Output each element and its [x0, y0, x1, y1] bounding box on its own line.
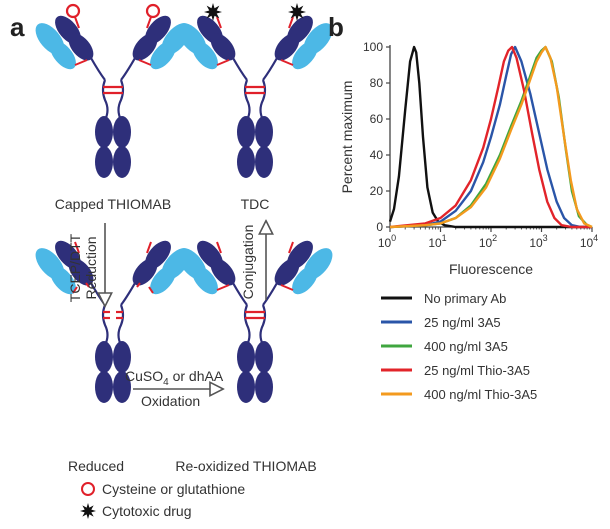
left-fab-arm — [177, 240, 248, 306]
oxidation-reagent-suffix: or dhAA — [169, 368, 224, 384]
cysteine-cap-icon — [65, 3, 81, 19]
reduction-reagent-label: TCEP/DTT — [67, 233, 83, 302]
black-star-icon — [80, 503, 96, 519]
right-fab-arm — [262, 3, 333, 81]
y-tick-label: 20 — [370, 184, 384, 198]
hinge-region — [101, 304, 125, 346]
reoxidized-thiomab-label: Re-oxidized THIOMAB — [175, 458, 316, 474]
series-line-3 — [389, 45, 592, 229]
tdc-label: TDC — [241, 196, 270, 212]
legend-label-4: 400 ng/ml Thio-3A5 — [424, 387, 537, 402]
y-tick-label: 40 — [370, 148, 384, 162]
capped-thiomab-label: Capped THIOMAB — [55, 196, 171, 212]
x-tick-label: 104 — [580, 233, 598, 250]
chart-legend: No primary Ab 25 ng/ml 3A5 400 ng/ml 3A5 25… — [381, 291, 537, 402]
reduced-label: Reduced — [68, 458, 124, 474]
conjugation-label: Conjugation — [240, 225, 256, 300]
hinge-region — [101, 79, 125, 121]
legend-label-2: 400 ng/ml 3A5 — [424, 339, 508, 354]
x-tick-label: 100 — [378, 233, 396, 250]
series-line-0 — [388, 45, 592, 229]
drug-star-icon — [288, 3, 306, 21]
hinge-region — [243, 79, 267, 121]
oxidation-label: Oxidation — [141, 393, 200, 409]
right-fab-arm — [120, 240, 191, 306]
legend-label-3: 25 ng/ml Thio-3A5 — [424, 363, 530, 378]
y-tick-label: 100 — [363, 40, 383, 54]
oxidation-reagent-label: CuSO4 or dhAA — [125, 368, 224, 388]
flow-histogram-chart: 0 20 40 60 80 100 100 101 102 103 104 Percent maxim… — [339, 40, 598, 277]
panel-a-letter: a — [10, 12, 25, 42]
red-circle-icon — [81, 482, 95, 496]
x-tick-label: 102 — [479, 233, 497, 250]
antibody-reduced — [35, 240, 191, 403]
fc-region — [237, 116, 273, 178]
antibody-tdc — [177, 3, 333, 178]
panel-a: a Capped THIOMAB TDC TCEP/DTT Reduction … — [10, 3, 333, 519]
left-fab-arm — [177, 3, 248, 81]
fc-region — [95, 116, 131, 178]
fc-region — [95, 341, 131, 403]
oxidation-reagent-sub: 4 — [163, 377, 169, 388]
fc-region — [237, 341, 273, 403]
legend-label-1: 25 ng/ml 3A5 — [424, 315, 501, 330]
antibody-capped-thiomab — [35, 3, 191, 178]
y-tick-label: 60 — [370, 112, 384, 126]
panel-b-letter: b — [328, 12, 344, 42]
panel-b: b 0 20 40 60 80 100 100 101 102 103 104 Percent max… — [328, 12, 598, 402]
legend-label-0: No primary Ab — [424, 291, 506, 306]
legend-drug-label: Cytotoxic drug — [102, 503, 191, 519]
reduction-label: Reduction — [83, 236, 99, 299]
y-tick-label: 80 — [370, 76, 384, 90]
hinge-region — [243, 304, 267, 346]
antibody-reoxidized-thiomab — [177, 240, 333, 403]
series-line-1 — [389, 45, 592, 229]
x-tick-label: 101 — [428, 233, 446, 250]
y-axis-label: Percent maximum — [339, 81, 355, 194]
left-fab-arm — [35, 3, 106, 81]
drug-star-icon — [204, 3, 222, 21]
left-fab-arm — [35, 240, 106, 306]
y-tick-label: 0 — [376, 220, 383, 234]
legend-cysteine-label: Cysteine or glutathione — [102, 481, 245, 497]
cysteine-cap-icon — [145, 3, 161, 19]
oxidation-reagent-prefix: CuSO — [125, 368, 163, 384]
x-tick-label: 103 — [529, 233, 547, 250]
series-line-4 — [389, 45, 593, 229]
right-fab-arm — [262, 240, 333, 306]
x-axis-label: Fluorescence — [449, 261, 533, 277]
